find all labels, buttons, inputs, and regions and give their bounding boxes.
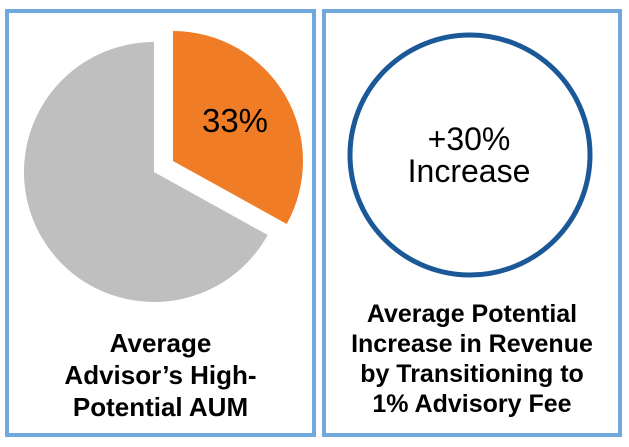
kpi-caption: Average Potential Increase in Revenue by…	[351, 300, 593, 418]
pie-slice-label: 33%	[202, 102, 268, 139]
kpi-value: +30%	[428, 121, 511, 157]
pie-slice-high-potential	[173, 31, 303, 224]
pie-slice-remainder	[23, 41, 268, 302]
kpi-value-label: Increase	[408, 153, 531, 189]
kpi-circle-graphic: +30% Increase	[347, 32, 593, 278]
pie-chart: 33%	[23, 31, 303, 302]
pie-chart-caption: Average Advisor’s High- Potential AUM	[64, 328, 257, 422]
panel-revenue-increase: +30% Increase Average Potential Increase…	[322, 9, 622, 437]
panel-high-potential-aum: 33% Average Advisor’s High- Potential AU…	[5, 9, 316, 437]
kpi-circle	[347, 32, 593, 278]
